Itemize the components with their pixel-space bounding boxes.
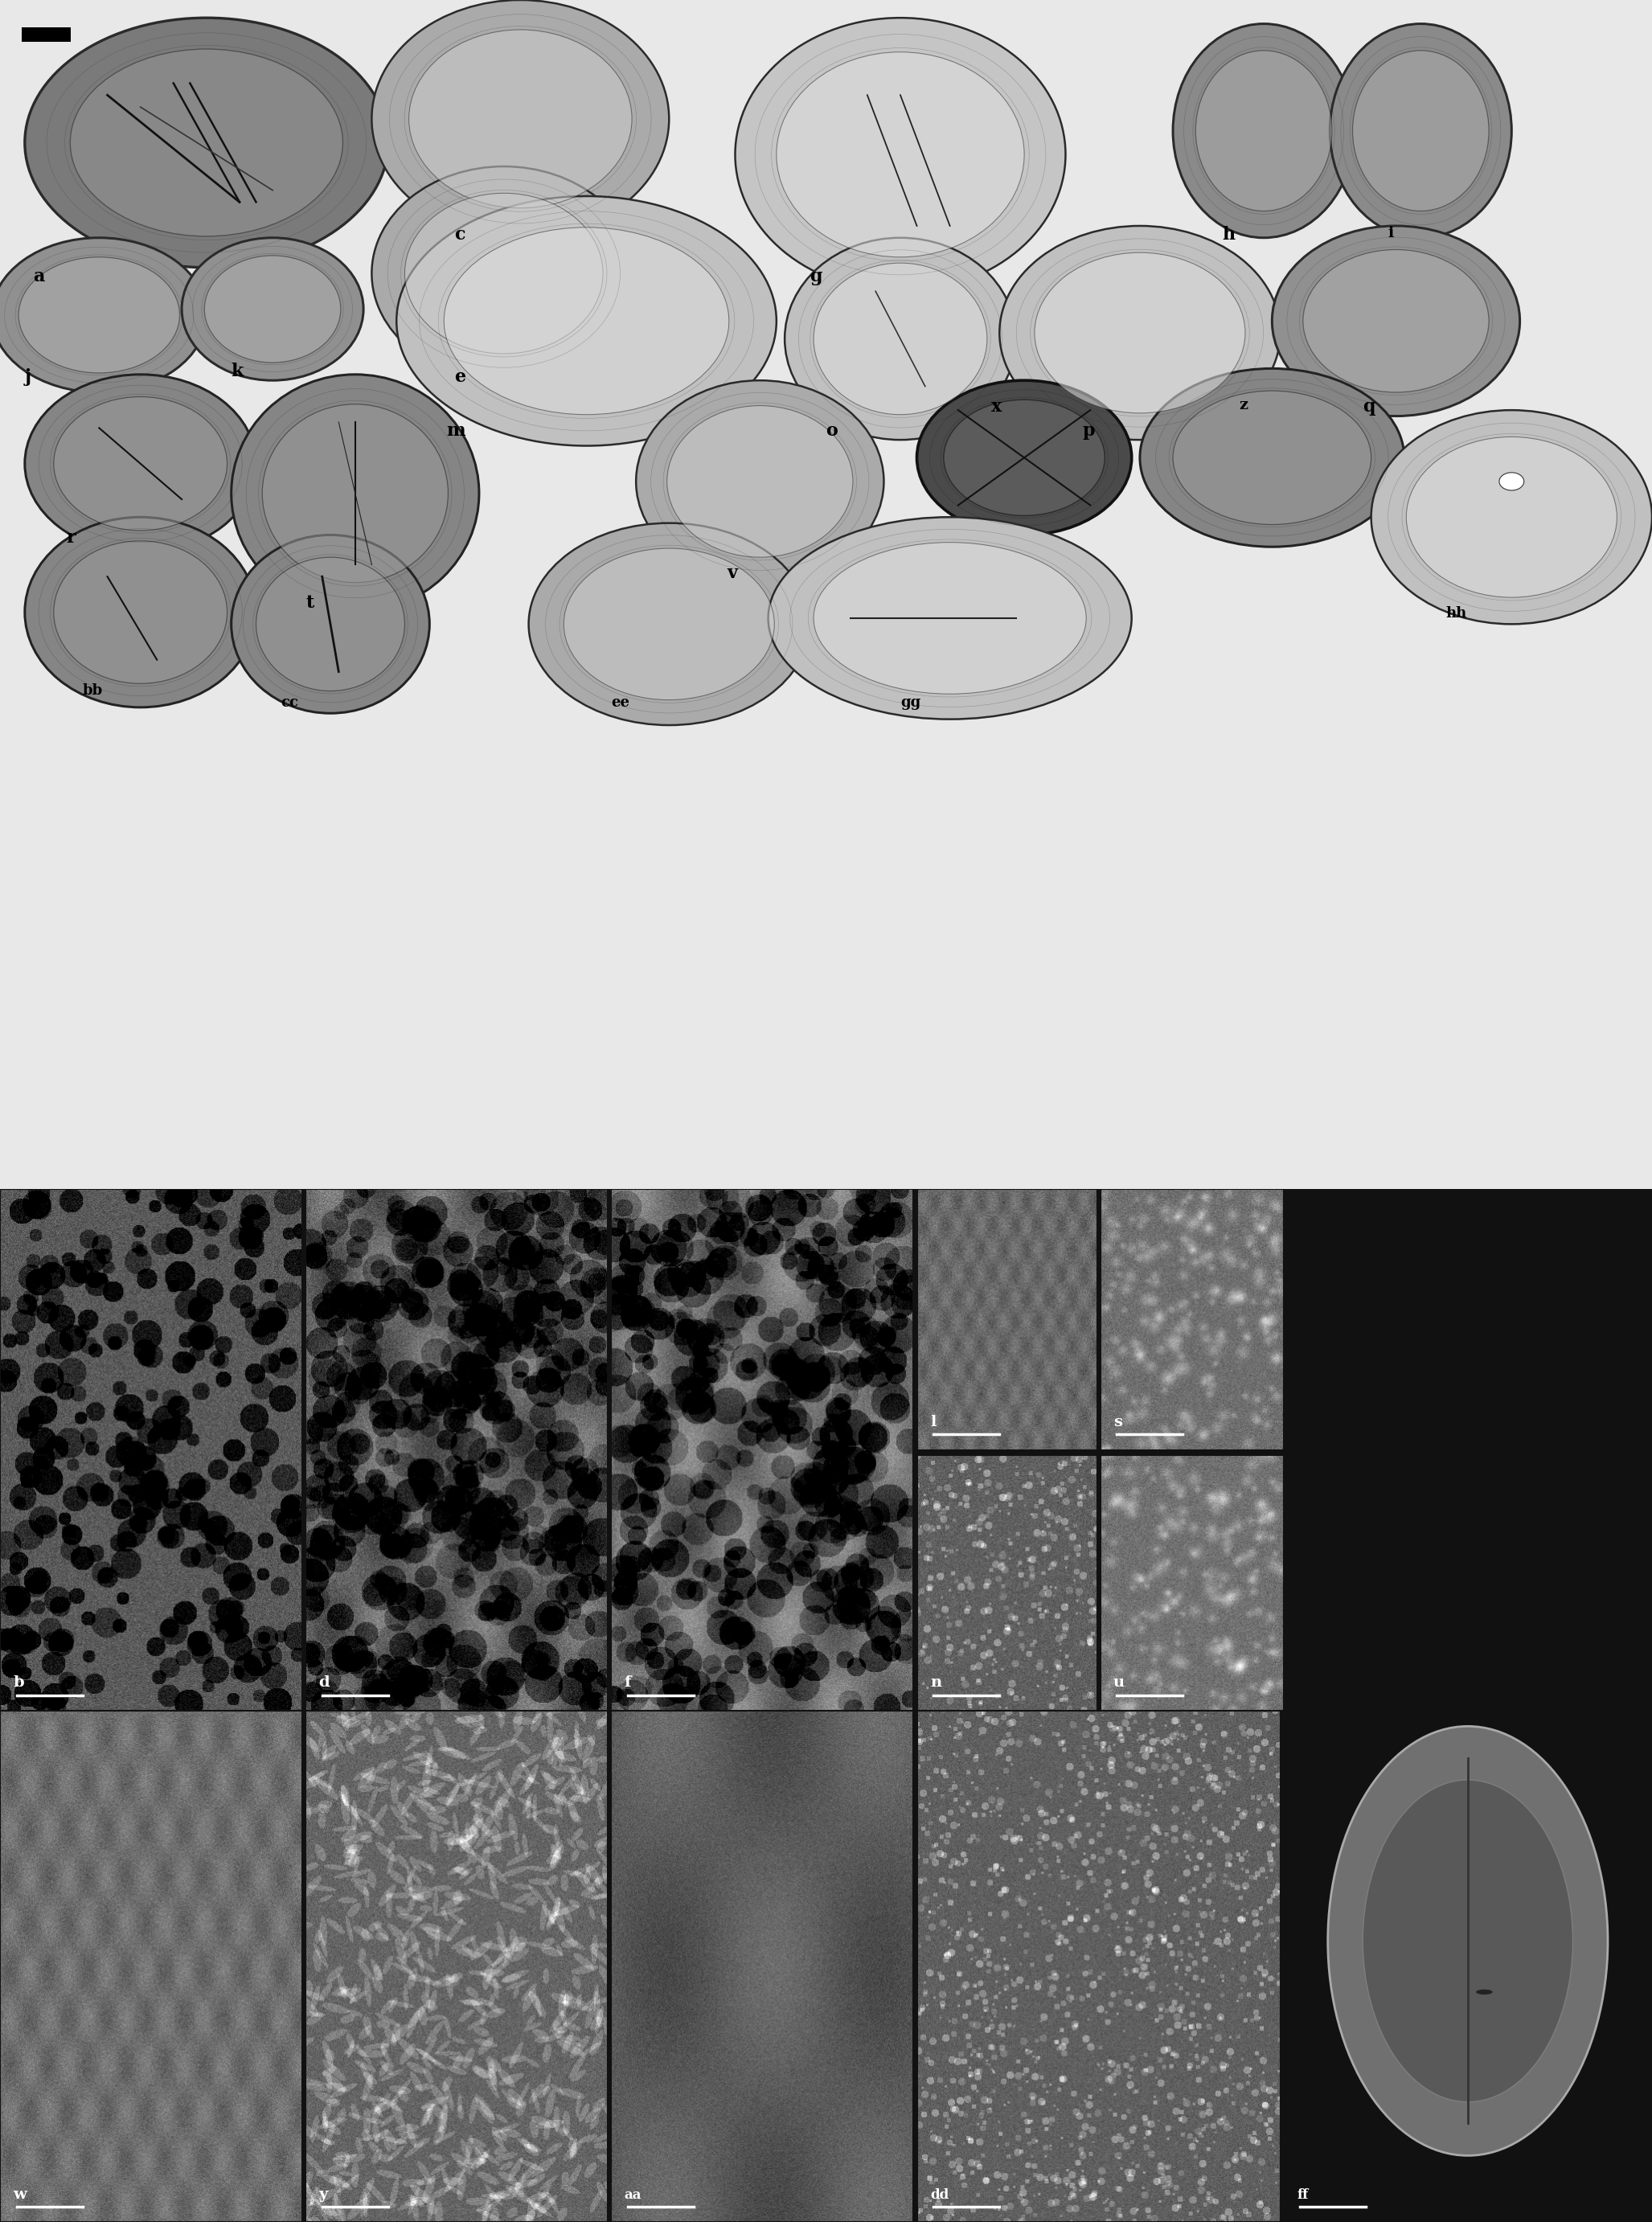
Bar (1284, 1711, 1652, 2222)
Ellipse shape (999, 227, 1280, 440)
Ellipse shape (53, 540, 228, 684)
Ellipse shape (263, 404, 448, 582)
Ellipse shape (410, 29, 631, 209)
Text: s: s (1113, 1415, 1122, 1429)
Ellipse shape (182, 238, 363, 380)
Ellipse shape (1140, 369, 1404, 547)
Ellipse shape (25, 518, 256, 707)
Ellipse shape (813, 542, 1087, 693)
Text: k: k (231, 362, 243, 380)
Text: u: u (1113, 1675, 1125, 1691)
Ellipse shape (0, 238, 206, 393)
Text: r: r (66, 529, 76, 547)
Text: p: p (1082, 422, 1095, 440)
Ellipse shape (814, 262, 988, 416)
Ellipse shape (667, 407, 852, 558)
Text: t: t (306, 593, 314, 611)
Ellipse shape (563, 549, 775, 700)
Ellipse shape (1173, 24, 1355, 238)
Ellipse shape (1406, 438, 1617, 598)
Text: d: d (319, 1675, 330, 1691)
Text: z: z (1239, 398, 1247, 413)
Ellipse shape (256, 558, 405, 691)
Ellipse shape (1363, 1780, 1573, 2102)
Text: o: o (826, 422, 838, 440)
Ellipse shape (1353, 51, 1488, 211)
Text: bb: bb (83, 684, 102, 698)
Text: j: j (25, 369, 31, 387)
Ellipse shape (25, 18, 388, 267)
Text: q: q (1363, 398, 1376, 416)
Ellipse shape (917, 380, 1132, 536)
Ellipse shape (943, 400, 1105, 516)
Bar (917, 1455, 1097, 1711)
Ellipse shape (396, 196, 776, 447)
Bar (306, 1711, 608, 2222)
Ellipse shape (405, 193, 603, 353)
Ellipse shape (636, 380, 884, 582)
Text: e: e (454, 369, 466, 387)
Text: ee: ee (611, 695, 629, 709)
Text: a: a (33, 267, 45, 284)
Ellipse shape (69, 49, 344, 236)
Ellipse shape (1196, 51, 1332, 211)
Bar (917, 1711, 1280, 2222)
Text: c: c (454, 227, 466, 244)
Text: i: i (1388, 227, 1394, 240)
Ellipse shape (776, 51, 1024, 258)
Ellipse shape (25, 376, 256, 553)
Ellipse shape (735, 18, 1066, 291)
Text: n: n (930, 1675, 942, 1691)
Ellipse shape (785, 238, 1016, 440)
Bar (0, 1711, 302, 2222)
Text: ff: ff (1297, 2189, 1308, 2202)
Bar (306, 1189, 608, 1711)
Bar (0, 1189, 302, 1711)
Ellipse shape (53, 398, 228, 531)
Ellipse shape (372, 167, 636, 380)
Ellipse shape (1173, 391, 1371, 524)
Text: g: g (809, 267, 823, 284)
Text: cc: cc (281, 695, 299, 709)
Ellipse shape (1330, 24, 1512, 238)
Ellipse shape (231, 376, 479, 613)
Text: y: y (319, 2186, 329, 2202)
Ellipse shape (444, 227, 729, 416)
Ellipse shape (1303, 249, 1488, 393)
Text: v: v (727, 564, 737, 582)
Ellipse shape (1328, 1726, 1607, 2155)
Text: hh: hh (1446, 607, 1467, 620)
Ellipse shape (768, 518, 1132, 720)
Ellipse shape (1371, 411, 1652, 624)
Text: m: m (446, 422, 464, 440)
Bar (1284, 1711, 1652, 2222)
Ellipse shape (529, 522, 809, 724)
Ellipse shape (1500, 473, 1525, 491)
Bar (611, 1189, 914, 1711)
Ellipse shape (18, 258, 180, 373)
Text: gg: gg (900, 695, 920, 709)
Bar (21, 27, 71, 42)
Ellipse shape (205, 256, 340, 362)
Text: b: b (13, 1675, 25, 1691)
Ellipse shape (372, 0, 669, 238)
Ellipse shape (231, 536, 430, 713)
Text: f: f (624, 1675, 631, 1691)
Text: dd: dd (930, 2189, 948, 2202)
Bar (611, 1711, 914, 2222)
Bar (1100, 1455, 1284, 1711)
Text: h: h (1222, 227, 1236, 244)
Text: w: w (13, 2186, 26, 2202)
Ellipse shape (1034, 253, 1246, 413)
Text: l: l (930, 1415, 937, 1429)
Text: x: x (991, 398, 1001, 416)
Ellipse shape (1477, 1989, 1493, 1995)
Text: aa: aa (624, 2189, 641, 2202)
Bar (1100, 1189, 1284, 1451)
Ellipse shape (1272, 227, 1520, 416)
Bar (917, 1189, 1097, 1451)
